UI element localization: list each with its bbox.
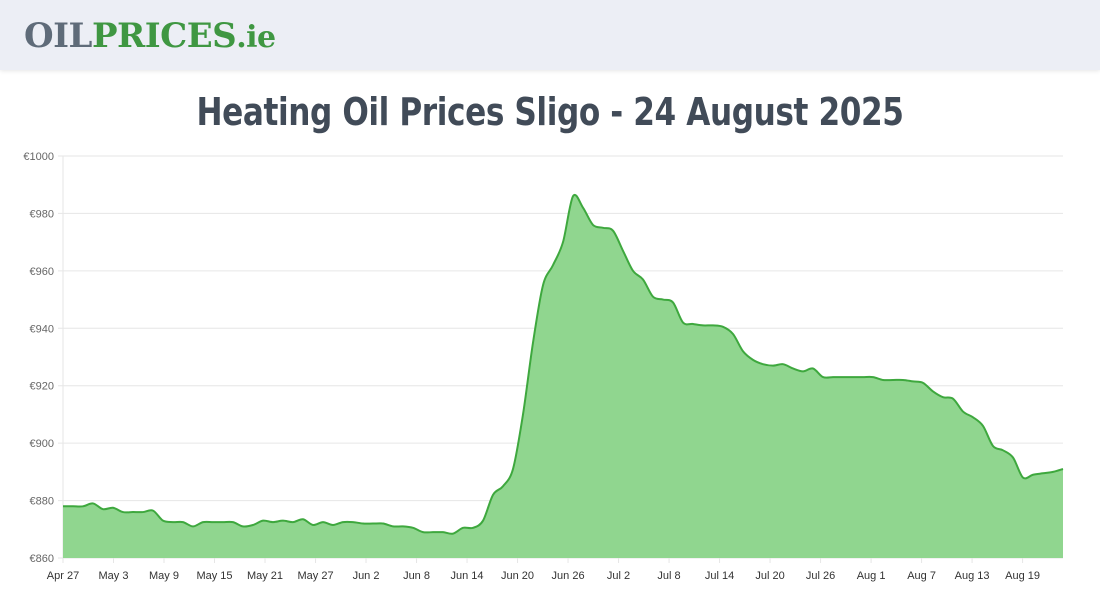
y-tick-label: €920: [30, 381, 54, 393]
x-tick-label: Jun 20: [501, 570, 534, 582]
y-tick-label: €940: [30, 323, 54, 335]
x-tick-label: May 3: [99, 570, 129, 582]
site-header: OILPRICES.ie: [0, 0, 1100, 70]
x-tick-label: Jun 14: [451, 570, 484, 582]
page-title: Heating Oil Prices Sligo - 24 August 202…: [196, 90, 904, 134]
x-tick-label: Jul 8: [657, 570, 680, 582]
x-tick-label: May 21: [247, 570, 283, 582]
price-chart: €1000 €980 €960 €940 €920 €900 €880 €860 Apr 27…: [23, 151, 1064, 582]
y-tick-label: €1000: [23, 151, 54, 163]
x-axis: Apr 27 May 3 May 9 May 15 May 21 May 27 Jun 2 J…: [47, 570, 1040, 582]
x-tick-label: Aug 7: [907, 570, 936, 582]
y-tick-label: €960: [30, 266, 54, 278]
site-logo[interactable]: OILPRICES.ie: [24, 14, 276, 60]
y-tick-label: €900: [30, 438, 54, 450]
series-area-fill: [63, 194, 1063, 559]
x-tick-label: Jul 26: [806, 570, 835, 582]
x-tick-label: Aug 13: [955, 570, 990, 582]
x-tick-label: Aug 19: [1005, 570, 1040, 582]
x-tick-label: Jul 20: [755, 570, 784, 582]
series-line: [62, 193, 1064, 535]
logo-text-domain: .ie: [236, 20, 276, 55]
y-tick-label: €980: [30, 208, 54, 220]
y-tick-label: €880: [30, 496, 54, 508]
x-tick-label: May 15: [196, 570, 232, 582]
y-axis: €1000 €980 €960 €940 €920 €900 €880 €860: [23, 151, 54, 565]
chart-series: [62, 193, 1064, 559]
x-tick-label: May 9: [149, 570, 179, 582]
x-tick-label: Jun 26: [552, 570, 585, 582]
x-tick-label: Jul 2: [607, 570, 630, 582]
x-tick-label: May 27: [297, 570, 333, 582]
logo-text-oil: OIL: [24, 16, 92, 56]
logo-text-prices: PRICES: [91, 16, 237, 56]
x-tick-label: Jun 2: [353, 570, 380, 582]
y-tick-label: €860: [30, 553, 54, 565]
x-tick-label: Jul 14: [705, 570, 734, 582]
x-tick-label: Aug 1: [857, 570, 886, 582]
x-tick-label: Jun 8: [403, 570, 430, 582]
x-tick-label: Apr 27: [47, 570, 79, 582]
